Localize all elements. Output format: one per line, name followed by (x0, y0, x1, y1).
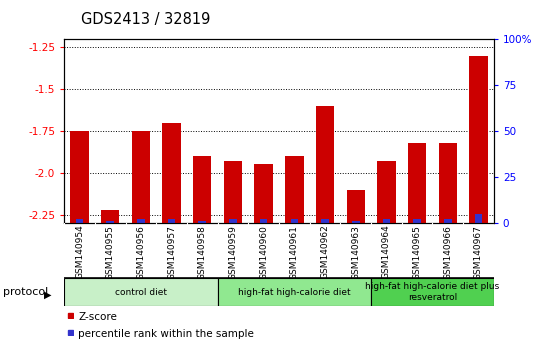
Text: GSM140960: GSM140960 (259, 225, 268, 280)
Bar (383, 219, 390, 223)
Text: control diet: control diet (115, 287, 167, 297)
Bar (444, 219, 451, 223)
Bar (199, 221, 206, 223)
Bar (352, 221, 359, 223)
Bar (316, 106, 334, 223)
Bar (439, 143, 457, 223)
Bar (408, 143, 426, 223)
Text: GSM140964: GSM140964 (382, 225, 391, 279)
Bar (321, 219, 329, 223)
Bar (291, 219, 298, 223)
Bar (347, 189, 365, 223)
Bar (193, 156, 211, 223)
Text: Z-score: Z-score (78, 312, 117, 322)
Bar (413, 219, 421, 223)
Bar (254, 165, 273, 223)
Bar (64, 278, 218, 306)
Text: GSM140955: GSM140955 (105, 225, 115, 280)
Text: GSM140966: GSM140966 (443, 225, 453, 280)
Text: ▶: ▶ (44, 290, 51, 299)
Bar (260, 219, 267, 223)
Bar (162, 122, 181, 223)
Bar (107, 221, 114, 223)
Text: percentile rank within the sample: percentile rank within the sample (78, 329, 254, 339)
Bar (76, 219, 83, 223)
Text: high-fat high-calorie diet: high-fat high-calorie diet (238, 287, 350, 297)
Text: GSM140962: GSM140962 (320, 225, 330, 279)
Bar (229, 219, 237, 223)
Bar (168, 219, 175, 223)
Text: GSM140963: GSM140963 (351, 225, 360, 280)
Text: GSM140956: GSM140956 (136, 225, 146, 280)
Bar (68, 330, 73, 335)
Text: GSM140957: GSM140957 (167, 225, 176, 280)
Bar (224, 161, 242, 223)
Bar (469, 56, 488, 223)
Bar (101, 210, 119, 223)
Text: GSM140958: GSM140958 (198, 225, 207, 280)
Bar (475, 214, 482, 223)
Text: protocol: protocol (3, 287, 48, 297)
Text: high-fat high-calorie diet plus
resveratrol: high-fat high-calorie diet plus resverat… (365, 282, 499, 302)
Bar (132, 131, 150, 223)
Text: GSM140961: GSM140961 (290, 225, 299, 280)
Text: GSM140965: GSM140965 (412, 225, 422, 280)
Bar (285, 156, 304, 223)
Text: GSM140967: GSM140967 (474, 225, 483, 280)
Text: GSM140954: GSM140954 (75, 225, 84, 279)
Bar (68, 313, 73, 318)
Text: GDS2413 / 32819: GDS2413 / 32819 (81, 12, 210, 27)
Bar (70, 131, 89, 223)
Bar (377, 161, 396, 223)
Text: GSM140959: GSM140959 (228, 225, 238, 280)
Bar (218, 278, 371, 306)
Bar (371, 278, 494, 306)
Bar (137, 219, 145, 223)
